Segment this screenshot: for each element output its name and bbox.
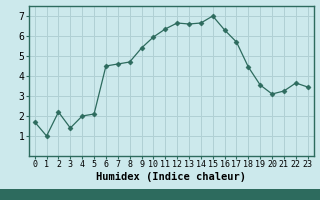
X-axis label: Humidex (Indice chaleur): Humidex (Indice chaleur) [96,172,246,182]
